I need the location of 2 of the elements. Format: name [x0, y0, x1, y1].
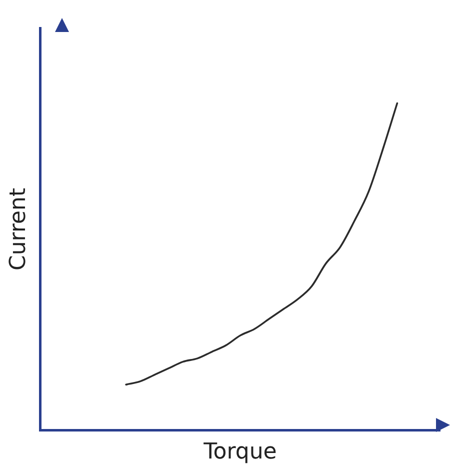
y-axis-title: Current: [6, 188, 31, 271]
x-axis-title: Torque: [202, 440, 277, 465]
